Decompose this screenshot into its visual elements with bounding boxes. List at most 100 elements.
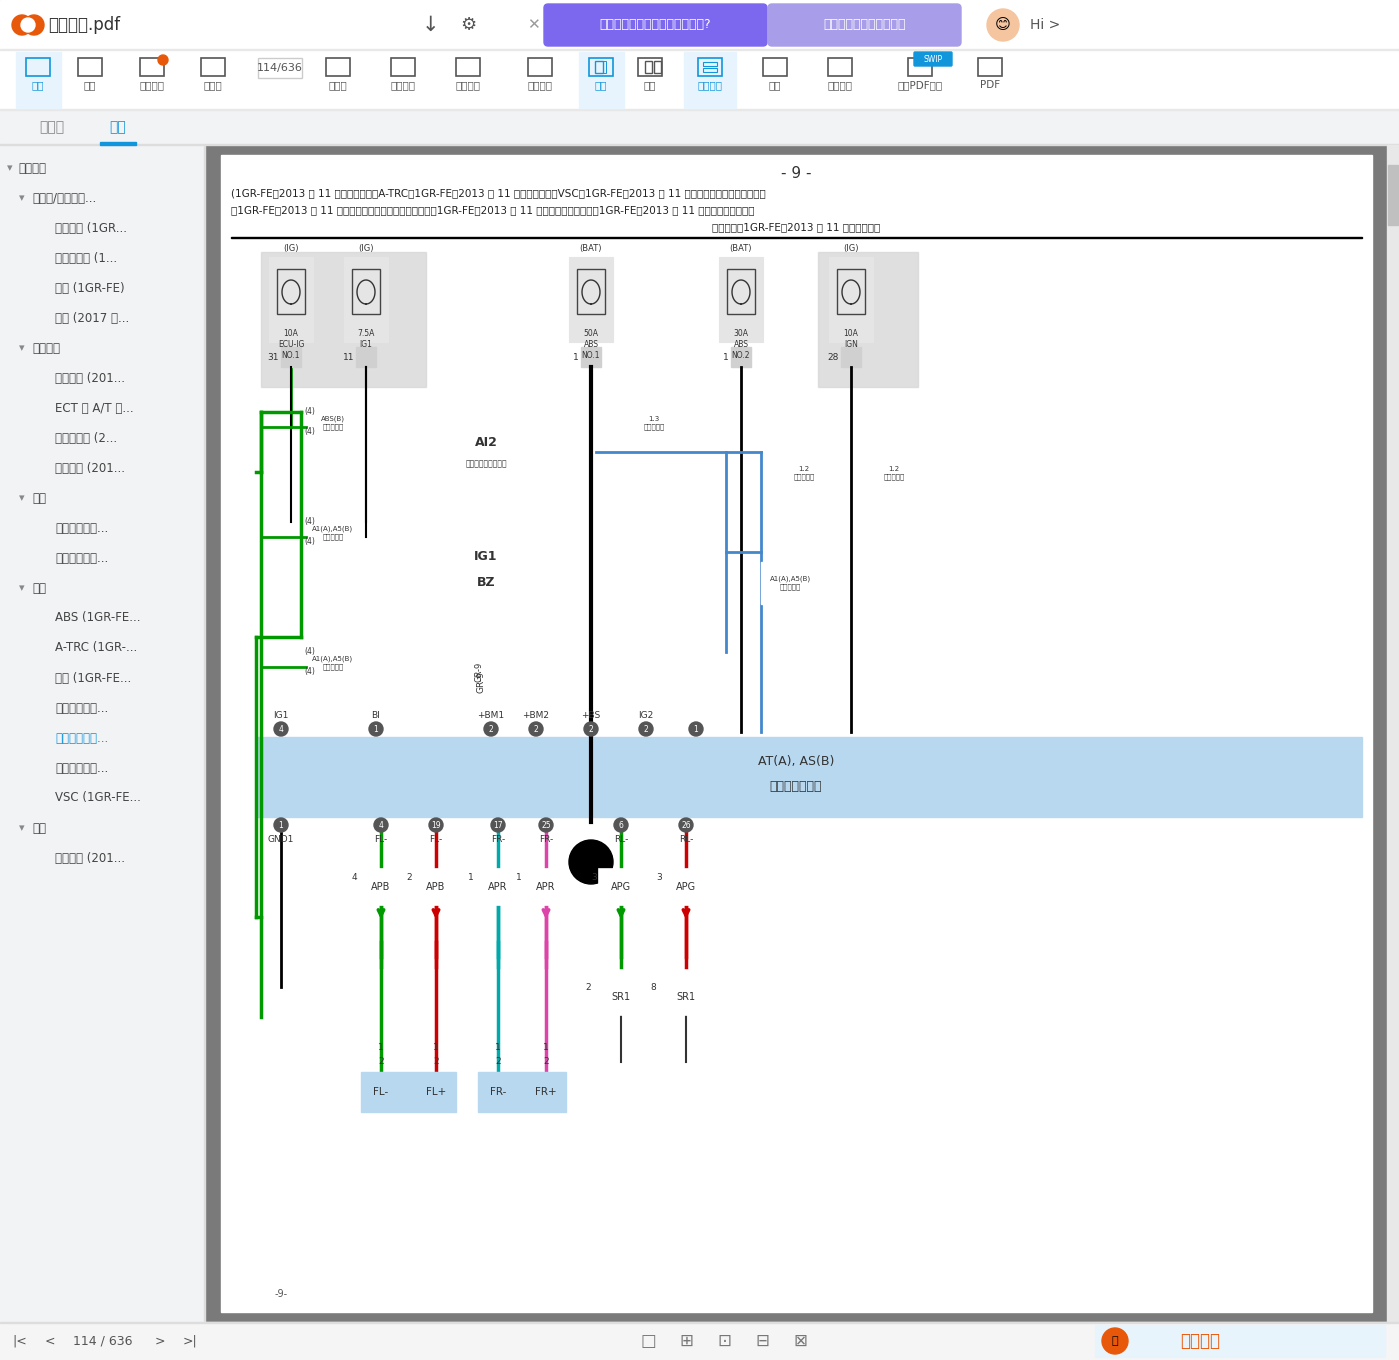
Text: FL-: FL- (375, 835, 388, 843)
Text: ⊟: ⊟ (755, 1331, 769, 1350)
FancyBboxPatch shape (914, 52, 951, 67)
Text: AT(A), AS(B): AT(A), AS(B) (758, 756, 834, 768)
Text: 实际大小: 实际大小 (390, 80, 416, 90)
Text: 路面选择（1GR-FE、2013 年 11 月之前生产）: 路面选择（1GR-FE、2013 年 11 月之前生产） (712, 222, 880, 233)
Bar (978, 58, 1002, 76)
Text: 114 / 636: 114 / 636 (73, 1334, 133, 1348)
Bar (593, 979, 649, 1015)
Text: AI2: AI2 (474, 435, 498, 449)
Bar (281, 347, 301, 367)
Text: 系统电路.pdf: 系统电路.pdf (48, 16, 120, 34)
Text: 6: 6 (618, 820, 624, 830)
Bar (732, 347, 751, 367)
Text: IG2: IG2 (638, 710, 653, 719)
Text: APG: APG (676, 883, 697, 892)
Text: ⊡: ⊡ (718, 1331, 730, 1350)
Bar (140, 58, 164, 76)
Bar (653, 61, 660, 73)
Bar (638, 58, 662, 76)
Text: 30A
ABS
NO.2: 30A ABS NO.2 (732, 329, 750, 360)
Text: 查找: 查找 (768, 80, 781, 90)
Bar (704, 63, 718, 67)
Text: Hi >: Hi > (1030, 18, 1060, 33)
Circle shape (158, 54, 168, 65)
Text: (BAT): (BAT) (730, 243, 753, 253)
Text: +BS: +BS (582, 710, 600, 719)
Text: 适合页面: 适合页面 (527, 80, 553, 90)
Text: 1: 1 (434, 1043, 439, 1051)
Bar (0, 146, 206, 1322)
Text: 动态悬架系统...: 动态悬架系统... (55, 552, 108, 564)
Text: SR1: SR1 (611, 991, 631, 1002)
Text: A1(A),A5(B)
放线接插器: A1(A),A5(B) 放线接插器 (312, 526, 354, 540)
Bar (344, 257, 388, 341)
Text: VSC (1GR-FE...: VSC (1GR-FE... (55, 792, 141, 805)
Bar (761, 562, 818, 604)
Text: 26: 26 (681, 820, 691, 830)
Text: 线上打印: 线上打印 (140, 80, 165, 90)
Text: 2: 2 (495, 1058, 501, 1066)
Bar (828, 58, 852, 76)
Text: 转向: 转向 (32, 821, 46, 835)
Text: 发动机/混合动力...: 发动机/混合动力... (32, 192, 97, 204)
Bar (779, 454, 830, 492)
Bar (478, 1072, 567, 1112)
Bar (837, 269, 865, 314)
Text: 4: 4 (278, 725, 284, 733)
Text: 3: 3 (592, 873, 597, 881)
Bar (830, 257, 873, 341)
Text: ABS (1GR-FE...: ABS (1GR-FE... (55, 612, 140, 624)
Bar (569, 257, 613, 341)
Bar (414, 869, 457, 904)
Text: 4: 4 (351, 873, 357, 881)
Text: 上坡起步辅助...: 上坡起步辅助... (55, 732, 108, 744)
Text: <: < (45, 1334, 55, 1348)
Text: 1: 1 (723, 352, 729, 362)
Text: 17: 17 (494, 820, 502, 830)
Text: 下坡辅助控制...: 下坡辅助控制... (55, 702, 108, 714)
Text: APR: APR (536, 883, 555, 892)
Circle shape (539, 817, 553, 832)
Text: A1(A),A5(B)
放线接插器: A1(A),A5(B) 放线接插器 (312, 656, 354, 670)
Circle shape (369, 722, 383, 736)
Text: 单页: 单页 (595, 80, 607, 90)
Bar (579, 52, 624, 107)
FancyBboxPatch shape (544, 4, 767, 46)
Text: ECT 和 A/T 档...: ECT 和 A/T 档... (55, 401, 134, 415)
Text: ↓: ↓ (421, 15, 439, 35)
Bar (599, 869, 644, 904)
Text: 换档锁止 (201...: 换档锁止 (201... (55, 461, 125, 475)
Text: (IG): (IG) (844, 243, 859, 253)
Text: ▾: ▾ (20, 193, 25, 203)
Text: 点火 (1GR-FE): 点火 (1GR-FE) (55, 282, 125, 295)
Text: A1(A),A5(B)
放线接插器: A1(A),A5(B) 放线接插器 (769, 575, 810, 590)
Text: -9-: -9- (274, 1289, 288, 1299)
Text: +BM2: +BM2 (522, 710, 550, 719)
Text: 1: 1 (516, 873, 522, 881)
Bar (361, 1072, 456, 1112)
Bar (525, 869, 568, 904)
Text: FR-: FR- (539, 835, 553, 843)
Text: >: > (155, 1334, 165, 1348)
Text: 下一页: 下一页 (329, 80, 347, 90)
Bar (0, 1322, 1399, 1360)
Bar (306, 645, 361, 681)
Text: 发动机控制 (1...: 发动机控制 (1... (55, 252, 118, 264)
Text: 传动系统: 传动系统 (32, 341, 60, 355)
Circle shape (988, 10, 1018, 41)
Text: 巡航控制 (1GR...: 巡航控制 (1GR... (55, 222, 127, 234)
Text: 19: 19 (431, 820, 441, 830)
Bar (908, 58, 932, 76)
Text: (4): (4) (304, 666, 315, 676)
Bar (277, 269, 305, 314)
Text: ▾: ▾ (20, 823, 25, 832)
Circle shape (274, 817, 288, 832)
Bar (630, 404, 679, 442)
Text: 2: 2 (488, 725, 494, 733)
Bar (576, 269, 604, 314)
Text: 😊: 😊 (995, 18, 1011, 33)
Text: GR-9: GR-9 (474, 662, 484, 683)
Bar (476, 869, 520, 904)
Text: 制动: 制动 (32, 582, 46, 594)
Text: IG1: IG1 (273, 710, 288, 719)
